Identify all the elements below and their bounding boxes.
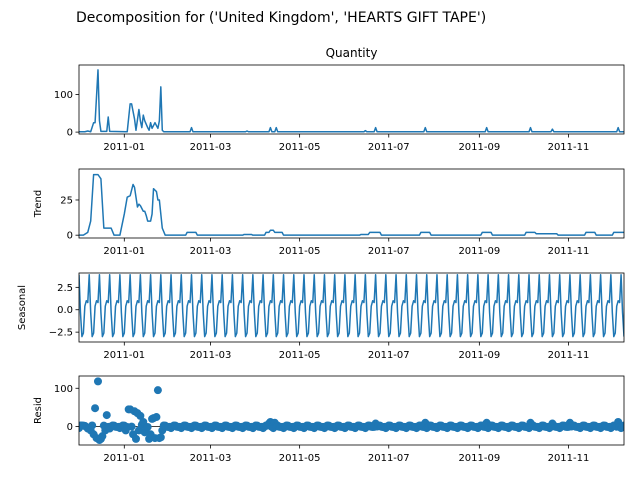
- series-line: [79, 173, 624, 236]
- y-tick-label: 2.5: [57, 283, 73, 294]
- y-tick-label: −2.5: [49, 328, 73, 339]
- x-tick-label: 2011-11: [548, 142, 590, 153]
- y-tick-label: 0: [67, 231, 73, 242]
- y-axis-label: Resid: [33, 397, 44, 424]
- x-tick-label: 2011-09: [458, 350, 500, 361]
- resid-point: [136, 411, 145, 420]
- x-tick-label: 2011-07: [368, 350, 410, 361]
- x-tick-label: 2011-01: [103, 453, 145, 464]
- x-tick-label: 2011-09: [458, 453, 500, 464]
- x-tick-label: 2011-07: [368, 142, 410, 153]
- x-tick-label: 2011-07: [368, 453, 410, 464]
- resid-point: [88, 421, 97, 430]
- resid-point: [131, 434, 140, 443]
- x-tick-label: 2011-03: [190, 142, 232, 153]
- plot-area: [79, 377, 624, 445]
- y-tick-label: 100: [54, 90, 73, 101]
- resid-point: [127, 422, 136, 431]
- y-axis-label: Trend: [33, 190, 44, 218]
- x-tick-label: 2011-11: [548, 453, 590, 464]
- y-tick-label: 100: [54, 384, 73, 395]
- y-tick-label: 25: [60, 195, 73, 206]
- x-tick-label: 2011-09: [458, 142, 500, 153]
- x-tick-label: 2011-01: [103, 350, 145, 361]
- resid-point: [156, 433, 165, 442]
- x-tick-label: 2011-05: [279, 246, 321, 257]
- axes-frame: [78, 375, 625, 446]
- panel-title: Quantity: [326, 46, 378, 60]
- y-tick-label: 0.0: [57, 305, 73, 316]
- y-tick-label: 0: [67, 128, 73, 139]
- x-tick-label: 2011-05: [279, 453, 321, 464]
- axes-frame: [78, 272, 625, 343]
- x-tick-label: 2011-05: [279, 142, 321, 153]
- plot-area: [79, 173, 624, 236]
- plot-area: [79, 69, 624, 133]
- y-axis-label: Seasonal: [17, 285, 28, 330]
- x-tick-label: 2011-11: [548, 246, 590, 257]
- x-tick-label: 2011-07: [368, 246, 410, 257]
- x-tick-label: 2011-01: [103, 142, 145, 153]
- figure-title: Decomposition for ('United Kingdom', 'HE…: [76, 10, 486, 26]
- resid-point: [102, 411, 111, 420]
- plot-area: [79, 274, 624, 338]
- panel-3: −2.5 0.0 2.5 2011-01 2011-03 2011-05 2011-07 20…: [17, 272, 625, 361]
- resid-point: [91, 404, 100, 413]
- seasonal-line: [79, 274, 624, 338]
- resid-point: [153, 386, 162, 395]
- panel-4: 0 100 2011-01 2011-03 2011-05 2011-07 2011-09 2…: [33, 375, 625, 464]
- axes-frame: [78, 168, 625, 239]
- axes-frame: [78, 64, 625, 135]
- x-tick-label: 2011-05: [279, 350, 321, 361]
- resid-point: [93, 377, 102, 386]
- y-tick-label: 0: [67, 422, 73, 433]
- resid-point: [143, 422, 152, 431]
- resid-point: [152, 413, 161, 422]
- panel-1: 0 100 2011-01 2011-03 2011-05 2011-07 2011-09 2…: [54, 46, 625, 153]
- x-tick-label: 2011-03: [190, 453, 232, 464]
- x-tick-label: 2011-09: [458, 246, 500, 257]
- x-tick-label: 2011-11: [548, 350, 590, 361]
- x-tick-label: 2011-03: [190, 246, 232, 257]
- x-tick-label: 2011-03: [190, 350, 232, 361]
- series-line: [79, 69, 624, 133]
- panel-2: 0 25 2011-01 2011-03 2011-05 2011-07 2011-09 20…: [33, 168, 625, 257]
- x-tick-label: 2011-01: [103, 246, 145, 257]
- resid-point: [620, 421, 624, 430]
